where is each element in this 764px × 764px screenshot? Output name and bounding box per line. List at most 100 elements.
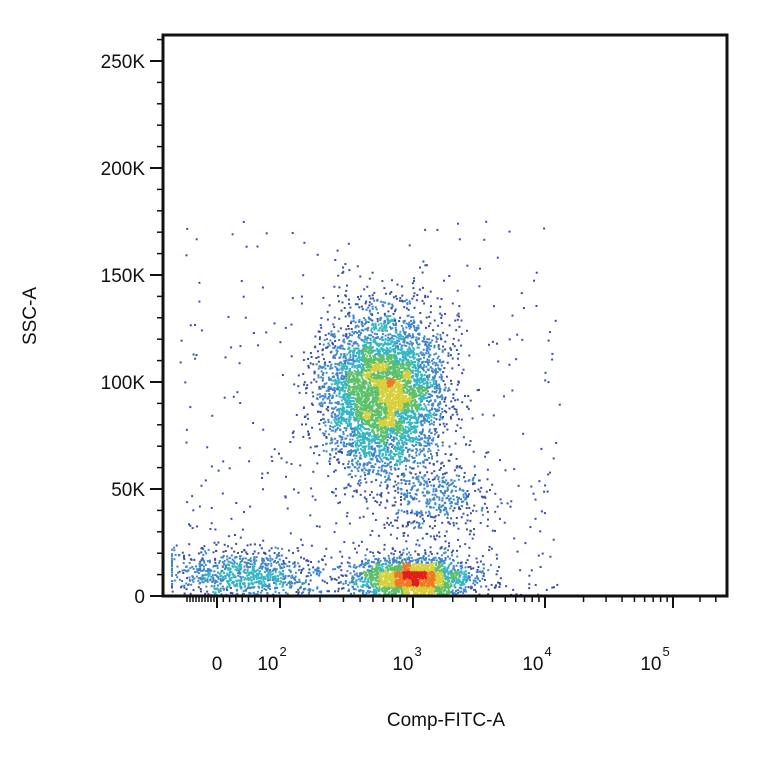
data-point: [354, 457, 357, 460]
data-point: [412, 439, 415, 442]
data-point: [381, 392, 383, 395]
data-point: [357, 369, 359, 372]
data-point: [421, 413, 423, 416]
data-point: [361, 349, 363, 352]
data-point: [291, 432, 294, 434]
data-point: [340, 353, 343, 356]
data-point: [376, 493, 379, 496]
data-point: [307, 417, 310, 420]
data-point: [413, 456, 416, 459]
data-point: [354, 440, 357, 443]
data-point: [382, 395, 385, 397]
data-point: [384, 465, 387, 468]
data-point: [450, 382, 453, 385]
data-point: [418, 394, 421, 397]
data-point: [450, 354, 452, 357]
data-point: [351, 462, 354, 465]
data-point: [375, 417, 377, 419]
data-point: [399, 297, 402, 300]
data-point: [341, 381, 343, 384]
data-point: [352, 317, 355, 320]
data-point: [387, 423, 390, 426]
data-point: [408, 391, 411, 394]
data-point: [395, 361, 398, 364]
data-point: [402, 327, 405, 330]
data-point: [386, 380, 389, 383]
data-point: [376, 394, 379, 397]
data-point: [434, 400, 437, 403]
data-point: [318, 385, 321, 388]
data-point: [382, 358, 384, 361]
data-point: [319, 365, 321, 368]
data-point: [356, 391, 359, 394]
data-point: [347, 399, 350, 401]
data-point: [317, 374, 320, 377]
data-point: [342, 367, 345, 370]
data-point: [390, 356, 393, 359]
data-point: [379, 399, 382, 402]
data-point: [377, 312, 379, 314]
data-point: [436, 357, 439, 360]
data-point: [428, 456, 430, 459]
data-point: [376, 416, 379, 419]
data-point: [397, 447, 400, 450]
data-point: [376, 382, 379, 385]
data-point: [324, 361, 326, 364]
data-point: [426, 413, 429, 416]
data-point: [376, 359, 379, 362]
data-point: [392, 416, 395, 419]
data-point: [410, 428, 413, 431]
data-point: [403, 412, 406, 415]
data-point: [372, 362, 375, 364]
data-point: [405, 307, 408, 310]
data-point: [455, 581, 457, 584]
data-point: [381, 364, 384, 367]
data-point: [363, 387, 366, 390]
data-point: [423, 453, 426, 456]
data-point: [366, 368, 369, 371]
data-point: [419, 371, 422, 374]
data-point: [373, 396, 376, 399]
data-point: [377, 460, 380, 462]
data-point: [342, 463, 345, 466]
data-point: [399, 452, 402, 455]
data-point: [355, 414, 358, 417]
data-point: [418, 366, 420, 369]
data-point: [367, 399, 370, 402]
data-point: [417, 421, 420, 424]
data-point: [388, 380, 391, 383]
data-point: [356, 407, 358, 410]
data-point: [361, 308, 364, 311]
data-point: [368, 405, 371, 408]
data-point: [333, 456, 336, 459]
data-point: [351, 414, 354, 416]
data-point: [403, 409, 406, 411]
data-point: [373, 390, 376, 393]
data-point: [319, 410, 322, 413]
data-point: [358, 402, 361, 405]
data-point: [428, 361, 431, 364]
data-point: [415, 451, 418, 454]
data-point: [361, 325, 364, 328]
data-point: [413, 421, 416, 424]
data-point: [364, 428, 366, 430]
data-point: [380, 381, 383, 384]
data-point: [367, 395, 370, 398]
data-point: [438, 368, 440, 371]
data-point: [329, 365, 332, 368]
data-point: [355, 373, 358, 376]
data-point: [385, 406, 388, 409]
data-point: [401, 350, 403, 353]
data-point: [397, 374, 400, 377]
data-point: [350, 422, 352, 425]
data-point: [397, 431, 400, 434]
data-point: [399, 405, 402, 408]
data-point: [344, 354, 347, 357]
data-point: [371, 422, 374, 425]
data-point: [442, 345, 445, 348]
data-point: [367, 420, 370, 423]
data-point: [379, 365, 382, 368]
data-point: [375, 387, 378, 390]
data-point: [336, 439, 339, 442]
data-point: [387, 453, 390, 456]
